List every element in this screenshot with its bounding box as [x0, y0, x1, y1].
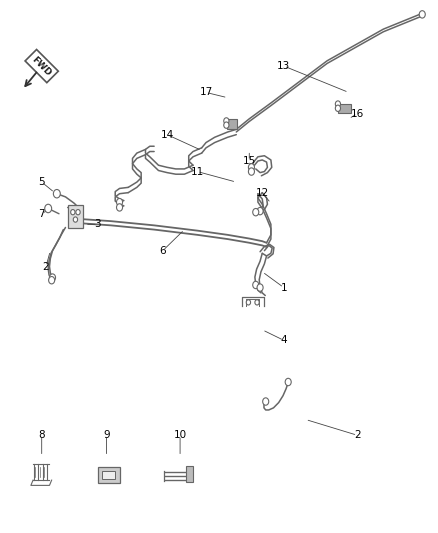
FancyBboxPatch shape	[338, 103, 351, 113]
Text: FWD: FWD	[30, 54, 53, 78]
Circle shape	[53, 190, 60, 198]
Circle shape	[49, 274, 56, 281]
Circle shape	[49, 277, 55, 284]
Text: 16: 16	[351, 109, 364, 118]
Text: 6: 6	[159, 246, 166, 256]
Circle shape	[117, 198, 123, 206]
Circle shape	[246, 300, 251, 305]
Circle shape	[45, 204, 52, 213]
Circle shape	[419, 11, 425, 18]
Text: 13: 13	[277, 61, 290, 71]
FancyBboxPatch shape	[226, 119, 237, 129]
Circle shape	[253, 281, 259, 289]
Text: 10: 10	[173, 430, 187, 440]
FancyBboxPatch shape	[98, 467, 120, 483]
Circle shape	[248, 164, 254, 171]
Text: 4: 4	[281, 335, 287, 345]
Text: 1: 1	[281, 282, 287, 293]
Text: 15: 15	[243, 156, 256, 166]
Circle shape	[253, 208, 259, 216]
Text: 2: 2	[354, 430, 361, 440]
FancyBboxPatch shape	[102, 471, 115, 479]
Circle shape	[263, 398, 269, 405]
Circle shape	[255, 300, 259, 305]
Text: 9: 9	[103, 430, 110, 440]
Text: 17: 17	[199, 87, 213, 98]
Circle shape	[336, 101, 340, 107]
Text: 5: 5	[39, 177, 45, 187]
Text: 11: 11	[191, 166, 204, 176]
Circle shape	[257, 284, 263, 292]
Circle shape	[71, 209, 75, 215]
Circle shape	[285, 378, 291, 386]
Circle shape	[248, 168, 254, 175]
Text: 8: 8	[39, 430, 45, 440]
Circle shape	[76, 209, 80, 215]
Circle shape	[224, 122, 229, 128]
FancyBboxPatch shape	[67, 205, 83, 228]
Circle shape	[257, 207, 263, 215]
Circle shape	[224, 118, 229, 124]
FancyBboxPatch shape	[186, 466, 194, 482]
Circle shape	[73, 217, 78, 222]
Text: 3: 3	[95, 219, 101, 229]
Text: 14: 14	[160, 130, 174, 140]
Circle shape	[117, 204, 123, 211]
Text: 7: 7	[39, 209, 45, 219]
Circle shape	[336, 105, 340, 111]
Text: 12: 12	[256, 188, 269, 198]
Text: 2: 2	[43, 262, 49, 271]
